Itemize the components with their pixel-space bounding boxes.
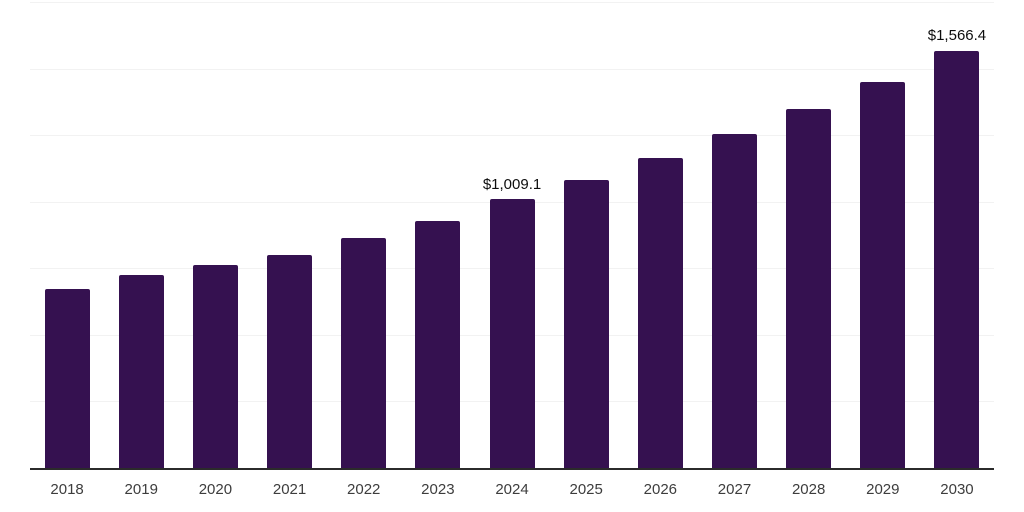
bar-2019 [118,275,164,468]
bar-2026 [637,157,683,468]
bars: $1,009.1 $1,566.4 [30,2,994,468]
x-tick-label-2021: 2021 [272,481,307,498]
bar-group-2029 [846,2,920,468]
gridline-1250 [30,135,994,137]
x-tick-label-2023: 2023 [421,481,455,498]
bar-group-2030: $1,566.4 [920,2,994,468]
bar-2028 [786,109,832,468]
bar-group-2027 [697,2,771,468]
bar-2021 [267,255,313,468]
bar-value-label-2030: $1,566.4 [927,27,987,45]
x-tick-label-2019: 2019 [124,481,158,498]
bar-group-2020 [178,2,252,468]
bar-group-2018 [30,2,104,468]
bar-2025 [563,180,609,468]
bar-value-label-2024: $1,009.1 [482,175,542,193]
bar-2027 [711,134,757,468]
bar-2022 [341,238,387,468]
bar-group-2026 [623,2,697,468]
bar-group-2025 [549,2,623,468]
bar-group-2028 [772,2,846,468]
x-tick-label-2024: 2024 [495,481,529,498]
x-axis-line [30,468,994,470]
gridline-1750 [30,2,994,3]
x-tick-label-2027: 2027 [717,481,752,498]
bar-2024 [489,199,535,468]
x-tick-label-2025: 2025 [569,481,603,498]
bar-2023 [415,220,461,468]
bar-2029 [860,82,906,468]
x-tick-label-2026: 2026 [643,481,678,498]
bar-2030 [934,50,980,468]
bar-group-2021 [252,2,326,468]
x-tick-label-2022: 2022 [347,481,381,498]
bar-2020 [192,265,238,468]
x-tick-label-2029: 2029 [866,481,900,498]
bar-group-2023 [401,2,475,468]
x-tick-label-2020: 2020 [198,481,233,498]
x-axis-labels: 2018 2019 2020 2021 2022 2023 2024 2025 2026 2027… [30,481,994,499]
x-tick-label-2018: 2018 [50,481,84,498]
x-tick-label-2028: 2028 [791,481,826,498]
plot-area: $1,009.1 $1,566.4 [30,2,994,470]
bar-group-2024: $1,009.1 [475,2,549,468]
bar-group-2022 [327,2,401,468]
bar-group-2019 [104,2,178,468]
x-tick-label-2030: 2030 [940,481,974,498]
gridline-1500 [30,68,994,70]
bar-2018 [44,289,90,468]
